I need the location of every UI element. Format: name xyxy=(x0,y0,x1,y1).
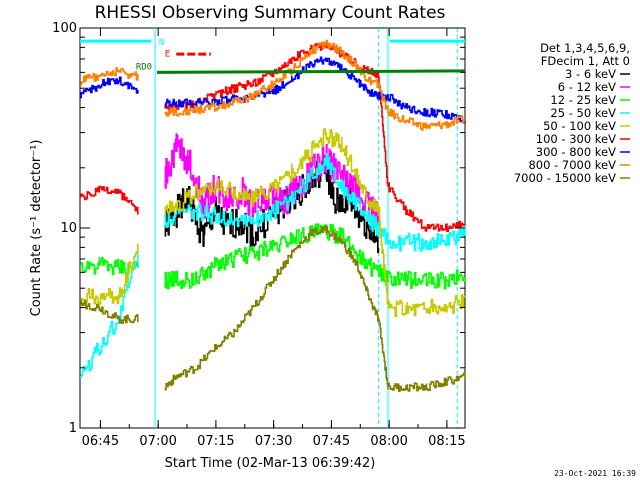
legend: Det 1,3,4,5,6,9,FDecim 1, Att 03 - 6 keV… xyxy=(514,41,630,185)
legend-entry-label: 3 - 6 keV xyxy=(565,67,616,81)
x-tick-label: 07:45 xyxy=(313,434,350,449)
x-tick-label: 06:45 xyxy=(82,434,119,449)
series-line-300-800-kev xyxy=(80,76,139,99)
y-axis-label: Count Rate (s⁻¹ detector⁻¹) xyxy=(29,140,44,317)
y-tick-label: 10 xyxy=(60,221,77,236)
chart-title: RHESSI Observing Summary Count Rates xyxy=(95,3,446,23)
series-line-7000-15000-kev xyxy=(80,300,139,324)
series-line-12-25-kev xyxy=(164,223,466,290)
legend-entry-label: 800 - 7000 keV xyxy=(528,158,616,172)
flag-rd0-bar xyxy=(156,69,466,74)
legend-entry-label: 6 - 12 keV xyxy=(558,80,616,94)
legend-entry-label: 7000 - 15000 keV xyxy=(514,171,616,185)
x-axis-label: Start Time (02-Mar-13 06:39:42) xyxy=(165,456,376,471)
flag-e-label: E xyxy=(165,50,170,60)
y-tick-label: 100 xyxy=(52,21,77,36)
legend-entry-label: 50 - 100 keV xyxy=(543,119,616,133)
y-tick-label: 1 xyxy=(69,421,77,436)
x-tick-label: 07:15 xyxy=(197,434,234,449)
series-line-100-300-kev xyxy=(80,185,139,215)
x-tick-label: 08:00 xyxy=(370,434,407,449)
date-stamp: 23-Oct-2021 16:39 xyxy=(554,469,636,478)
legend-entry-label: 12 - 25 keV xyxy=(550,93,616,107)
series-line-100-300-kev xyxy=(164,42,466,232)
legend-entry-label: 300 - 800 keV xyxy=(536,145,616,159)
x-tick-label: 08:15 xyxy=(428,434,465,449)
legend-entry-label: 100 - 300 keV xyxy=(536,132,616,146)
series-line-3-6-kev xyxy=(164,153,380,254)
series-line-800-7000-kev xyxy=(80,67,139,86)
series-line-50-100-kev xyxy=(80,243,139,306)
series-line-800-7000-kev xyxy=(164,39,465,131)
series-line-25-50-kev xyxy=(80,249,139,378)
flag-n-label: N xyxy=(159,38,164,48)
plot-area: RD0 NE 06:45 07:00 07:15 07:30 07:45 08:00 08:15… xyxy=(52,21,466,449)
legend-header-line: FDecim 1, Att 0 xyxy=(541,54,630,68)
flag-rd0-label: RD0 xyxy=(136,63,152,73)
series-line-25-50-kev xyxy=(164,153,466,252)
series-line-7000-15000-kev xyxy=(164,225,466,393)
series-line-12-25-kev xyxy=(80,256,139,276)
x-tick-label: 07:00 xyxy=(139,434,176,449)
series-line-300-800-kev xyxy=(164,56,466,124)
x-tick-label: 07:30 xyxy=(255,434,292,449)
legend-entry-label: 25 - 50 keV xyxy=(550,106,616,120)
legend-header-line: Det 1,3,4,5,6,9, xyxy=(540,41,630,55)
series-line-50-100-kev xyxy=(164,128,466,318)
